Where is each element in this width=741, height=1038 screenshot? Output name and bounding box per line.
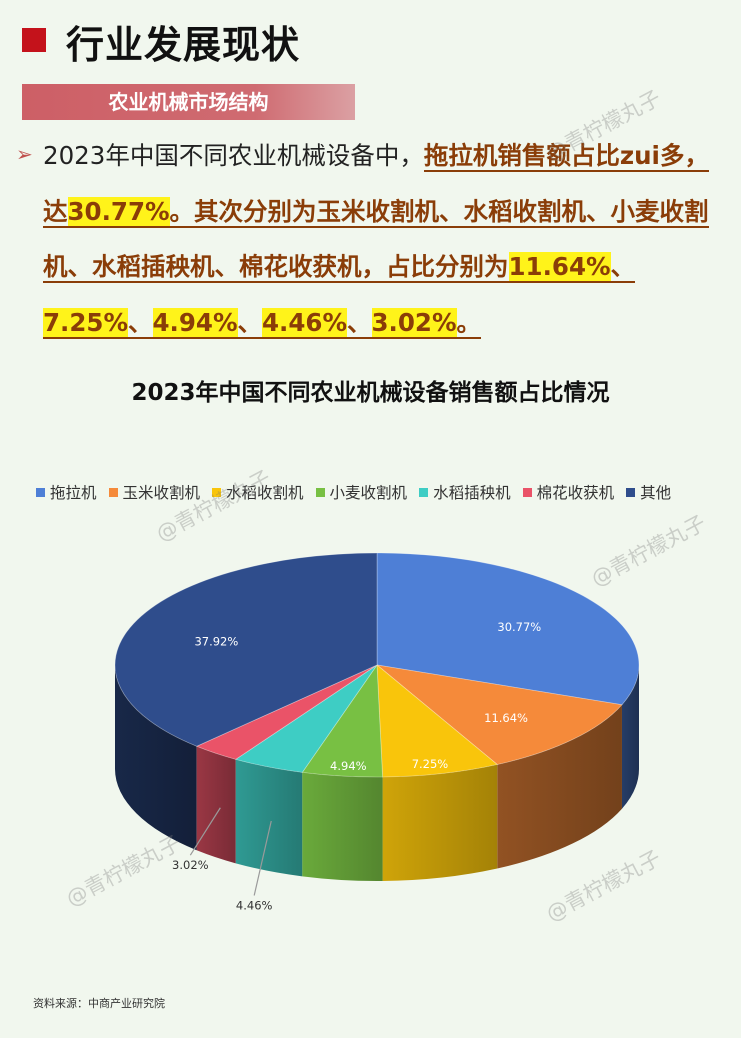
summary-text: 2023年中国不同农业机械设备中，	[43, 141, 424, 170]
legend-swatch	[212, 487, 222, 497]
pie-slice	[301, 663, 384, 778]
source-note: 资料来源：中商产业研究院	[33, 997, 165, 1010]
legend-label: 小麦收割机	[329, 484, 408, 502]
pie-slice	[376, 664, 499, 778]
pie-slice-side	[302, 772, 383, 881]
summary-highlight: 拖拉机销售额占比zui多，达30.77%。其次分别为玉米收割机、水稻收割机、小麦…	[43, 141, 709, 339]
bullet-arrow-icon: ➢	[16, 142, 33, 166]
pie-slice	[375, 664, 623, 765]
legend-label: 玉米收割机	[122, 484, 201, 502]
summary-text: 。其次分别为玉米收割机、水稻收割机、小麦收割机、水稻插秧机、棉花收获机，占比分别…	[43, 196, 709, 282]
legend-label: 其他	[640, 484, 672, 502]
separator: 、	[610, 252, 636, 281]
legend-label: 拖拉机	[50, 484, 97, 502]
legend-item: 拖拉机	[36, 481, 97, 503]
legend-swatch	[36, 487, 45, 497]
legend-label: 水稻收割机	[226, 484, 304, 502]
pie-slice-label: 11.64%	[484, 711, 528, 725]
legend-swatch	[108, 487, 118, 497]
summary-end: 。	[456, 307, 482, 337]
legend-swatch	[626, 487, 636, 497]
pie-slice-side	[115, 665, 197, 851]
legend-label: 棉花收获机	[536, 484, 615, 502]
legend-label: 水稻插秧机	[433, 484, 511, 502]
pie-slice-label: 37.92%	[194, 635, 238, 649]
legend-item: 棉花收获机	[522, 481, 615, 503]
section-banner: 农业机械市场结构	[22, 84, 355, 120]
label-leader-line	[253, 820, 272, 896]
legend-swatch	[419, 487, 429, 497]
legend-swatch	[522, 487, 532, 497]
highlight-value: 3.02%	[371, 307, 457, 337]
highlight-value: 4.46%	[262, 307, 347, 337]
separator: 、	[128, 307, 153, 337]
pie-slice-side	[497, 704, 622, 869]
summary-paragraph: 2023年中国不同农业机械设备中，拖拉机销售额占比zui多，达30.77%。其次…	[43, 128, 733, 350]
pie-slice-label: 4.46%	[236, 898, 273, 912]
pie-slice	[234, 664, 378, 773]
pie-slice-side	[382, 764, 498, 881]
section-title: 农业机械市场结构	[108, 90, 269, 114]
legend-item: 其他	[626, 481, 671, 503]
pie-slice-label: 30.77%	[497, 620, 541, 634]
page-title: 行业发展现状	[66, 23, 301, 67]
highlight-value: 7.25%	[43, 307, 128, 337]
pie-slice	[376, 552, 640, 706]
legend-item: 玉米收割机	[108, 481, 201, 503]
highlight-value: 4.94%	[152, 307, 238, 337]
pie-slice-label: 3.02%	[172, 858, 209, 872]
pie-slice-side	[196, 746, 236, 864]
highlight-value: 30.77%	[67, 196, 170, 226]
pie-slice-label: 4.94%	[330, 759, 367, 773]
legend-item: 小麦收割机	[315, 481, 408, 503]
pie-slice-side	[235, 759, 303, 877]
pie-slice-label: 7.25%	[412, 757, 449, 771]
pie-slice-side	[621, 665, 639, 809]
title-marker	[22, 28, 46, 52]
chart-title: 2023年中国不同农业机械设备销售额占比情况	[131, 380, 610, 406]
separator: 、	[347, 307, 372, 337]
summary-text: 拖拉机销售额占比zui多，达	[43, 141, 709, 226]
legend-item: 水稻收割机	[212, 481, 304, 503]
separator: 、	[237, 307, 263, 337]
pie-slice	[114, 552, 378, 747]
label-leader-line	[189, 807, 221, 856]
pie-slice	[195, 664, 378, 760]
highlight-value: 11.64%	[508, 252, 611, 281]
legend-item: 水稻插秧机	[419, 481, 511, 503]
legend-swatch	[315, 487, 325, 497]
chart-legend: 拖拉机 玉米收割机 水稻收割机 小麦收割机 水稻插秧机 棉花收获机 其他	[36, 481, 736, 503]
